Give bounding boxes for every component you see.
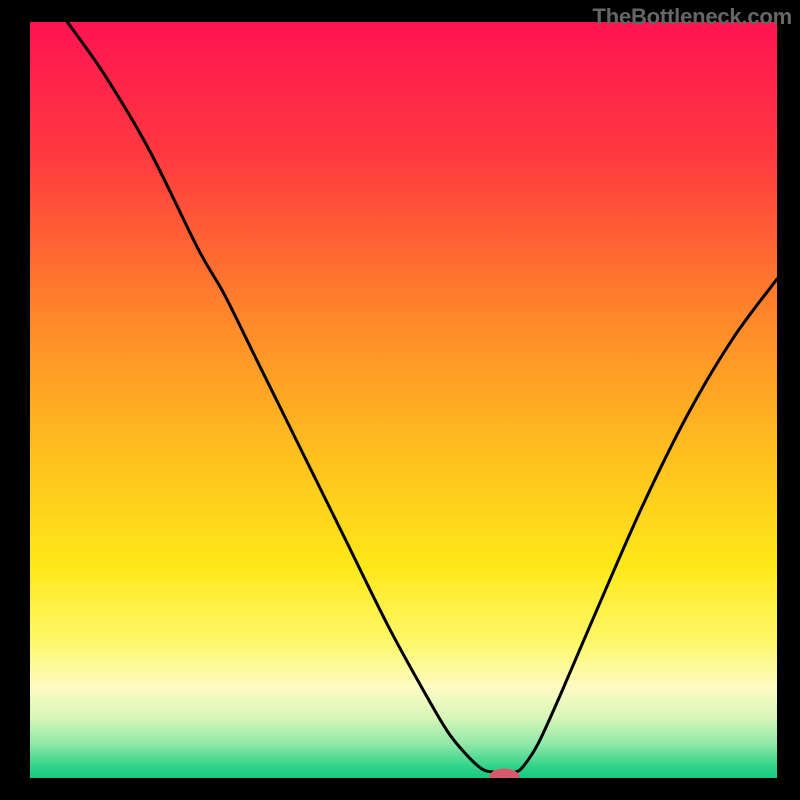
chart-container: TheBottleneck.com	[0, 0, 800, 800]
watermark-label: TheBottleneck.com	[592, 4, 792, 30]
bottleneck-chart	[0, 0, 800, 800]
